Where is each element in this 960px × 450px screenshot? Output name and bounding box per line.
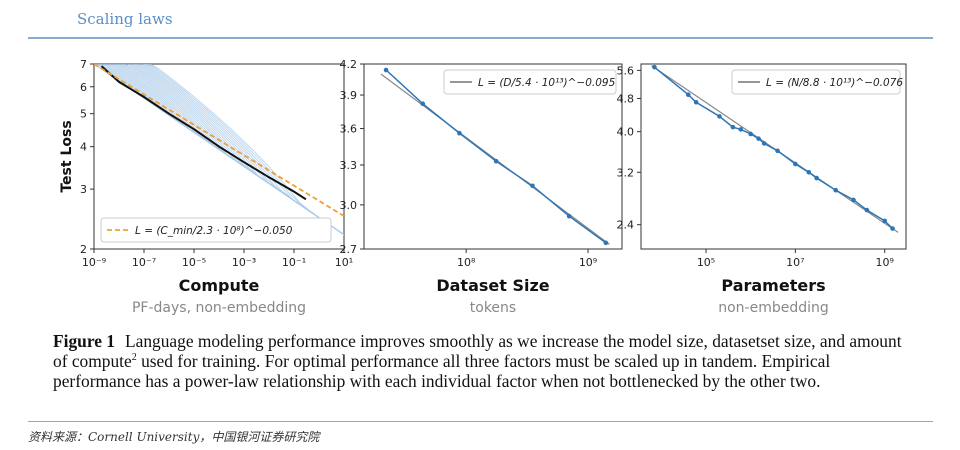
figure-label: Figure 1 <box>53 331 115 351</box>
footer-divider <box>28 421 933 422</box>
data-point <box>814 175 819 181</box>
figure-caption: Figure 1 Language modeling performance im… <box>53 331 913 391</box>
x-tick-label: 10⁹ <box>579 256 597 269</box>
data-point <box>775 148 780 154</box>
data-point <box>730 124 736 130</box>
x-tick-label: 10⁻⁷ <box>132 256 156 269</box>
plot-area-3 <box>651 64 899 233</box>
data-point <box>493 158 499 164</box>
y-tick-label: 4.2 <box>340 58 358 71</box>
legend-label: L = (C_min/2.3 · 10⁸)^−0.050 <box>135 225 293 237</box>
plot-frame-3 <box>640 63 907 250</box>
y-tick-label: 3 <box>80 183 87 196</box>
y-tick-label: 4.0 <box>617 126 635 139</box>
data-point <box>748 131 753 137</box>
y-tick-label: 3.2 <box>617 166 635 179</box>
x-tick-label: 10⁻³ <box>232 256 256 269</box>
y-tick-label: 3.9 <box>340 89 358 102</box>
y-tick-label: 3.3 <box>340 159 358 172</box>
data-point <box>652 64 657 70</box>
data-point <box>566 213 572 219</box>
y-tick-label: 4 <box>80 141 87 154</box>
x-tick-label: 10⁸ <box>457 256 476 269</box>
compute-fit-line <box>94 64 344 217</box>
caption-text-2: used for training. For optimal performan… <box>53 351 831 391</box>
data-point <box>738 127 744 132</box>
data-point <box>806 169 812 175</box>
legend-box <box>731 69 901 95</box>
y-tick-label: 5 <box>80 108 87 121</box>
data-point <box>756 136 761 141</box>
figure-charts: 2 3 4 5 6 7 10⁻⁹ 10⁻⁷ 10⁻⁵ 10⁻³ 10⁻¹ 10¹ Compute PF-d… <box>59 58 907 316</box>
data-point <box>890 226 895 231</box>
data-point <box>833 187 838 193</box>
x-axis-label: Parameters <box>721 276 825 295</box>
y-tick-label: 6 <box>80 81 87 94</box>
legend-label: L = (N/8.8 · 10¹³)^−0.076 <box>766 77 903 89</box>
data-point <box>693 99 699 105</box>
data-point <box>603 240 609 246</box>
data-point <box>864 207 870 213</box>
data-point <box>793 161 798 167</box>
y-axis-label: Test Loss <box>59 120 75 192</box>
data-point <box>761 141 767 146</box>
x-tick-label: 10⁵ <box>697 256 715 269</box>
data-point <box>457 130 462 136</box>
x-axis-sublabel: non-embedding <box>718 300 829 316</box>
x-tick-label: 10⁹ <box>875 256 893 269</box>
legend-label: L = (D/5.4 · 10¹³)^−0.095 <box>478 77 616 89</box>
x-tick-label: 10⁻¹ <box>282 256 306 269</box>
learning-curve <box>147 64 344 236</box>
compute-frontier-line <box>100 65 307 201</box>
data-point <box>717 114 722 119</box>
plot-area-1 <box>94 64 344 236</box>
y-tick-label: 3.0 <box>340 199 358 212</box>
y-tick-label: 7 <box>80 58 87 71</box>
data-point <box>530 183 535 189</box>
plot-frame-2 <box>363 63 623 250</box>
x-tick-label: 10¹ <box>335 256 353 269</box>
data-point <box>383 67 389 73</box>
caption-text-1: Language modeling performance improves s… <box>53 331 902 371</box>
y-tick-label: 5.6 <box>617 64 635 77</box>
source-note: 资料来源：Cornell University，中国银河证券研究院 <box>28 430 320 444</box>
y-tick-label: 2.7 <box>340 243 358 256</box>
slide-title: Scaling laws <box>77 10 173 28</box>
plot-frame-1 <box>93 63 345 250</box>
data-point <box>851 197 856 203</box>
data-point <box>420 101 426 107</box>
plot-area-2 <box>380 67 610 246</box>
learning-curve <box>149 64 344 236</box>
x-axis-sublabel: PF-days, non-embedding <box>132 300 306 316</box>
y-tick-label: 3.6 <box>340 123 358 136</box>
caption-footnote-mark: 2 <box>131 352 137 364</box>
header-divider <box>28 37 933 39</box>
x-axis-label: Dataset Size <box>436 276 549 295</box>
x-tick-label: 10⁻⁹ <box>82 256 106 269</box>
legend-box <box>443 69 617 95</box>
data-series-line <box>653 66 894 230</box>
y-tick-label: 2 <box>80 243 87 256</box>
data-point <box>685 92 691 98</box>
x-tick-label: 10⁻⁵ <box>182 256 206 269</box>
x-axis-label: Compute <box>179 276 260 295</box>
y-tick-label: 4.8 <box>617 92 635 105</box>
x-tick-label: 10⁷ <box>786 256 804 269</box>
x-axis-sublabel: tokens <box>470 300 516 316</box>
legend-box <box>100 217 332 243</box>
data-point <box>882 218 887 224</box>
y-tick-label: 2.4 <box>617 219 635 232</box>
